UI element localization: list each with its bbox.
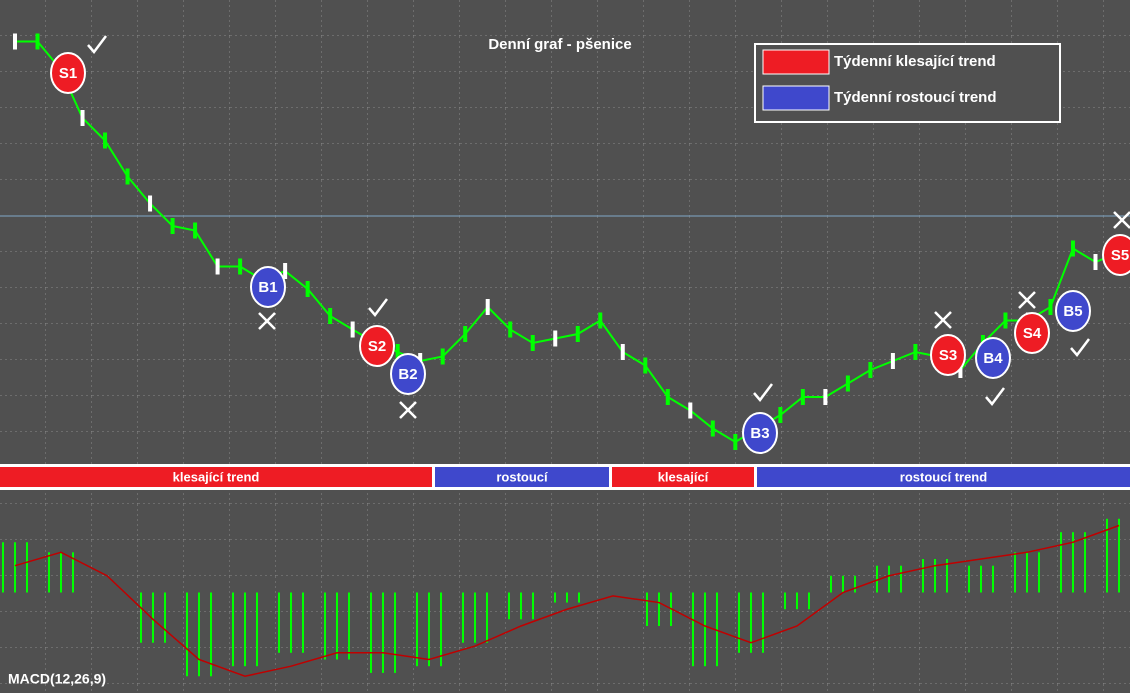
candle [13, 33, 17, 50]
trend-segment [612, 467, 754, 487]
grid [0, 490, 1130, 693]
candle [778, 407, 783, 423]
candle [688, 402, 693, 419]
signal-marker [975, 337, 1011, 379]
signal-marker [390, 353, 426, 395]
cross-icon [934, 311, 952, 329]
signal-marker [1055, 290, 1091, 332]
signal-label: B4 [983, 350, 1003, 367]
macd-title: MACD(12,26,9) [8, 671, 106, 687]
signal-marker [742, 412, 778, 454]
check-icon [753, 383, 773, 402]
trend-segment [435, 467, 609, 487]
signal-label: S1 [59, 65, 77, 82]
macd-signal [14, 524, 1120, 678]
candle [800, 389, 805, 405]
chart-title: Denní graf - pšenice [488, 36, 631, 53]
candle [125, 168, 130, 185]
signal-label: S2 [368, 338, 386, 355]
candle [463, 326, 468, 342]
candle [620, 344, 625, 360]
signal-label: S4 [1023, 325, 1042, 342]
candle [485, 299, 490, 315]
signal-marker [250, 266, 286, 308]
candle [913, 344, 918, 360]
candle [1093, 254, 1098, 270]
candle [890, 353, 895, 369]
candle [238, 258, 243, 275]
signal-marker [50, 52, 86, 94]
candle [823, 389, 828, 405]
candle [305, 281, 310, 297]
candle [440, 348, 445, 365]
candle [868, 362, 873, 378]
candle [193, 222, 198, 239]
candle [643, 357, 648, 374]
candle [530, 335, 535, 351]
candle [35, 33, 40, 50]
cross-icon [258, 312, 276, 330]
signal-label: B1 [258, 279, 277, 296]
candle [575, 326, 580, 342]
signal-label: S5 [1111, 247, 1129, 264]
candle [328, 308, 333, 324]
signal-label: B2 [398, 366, 417, 383]
candle [215, 258, 220, 275]
candle [80, 110, 85, 126]
signal-marker [930, 334, 966, 376]
signal-label: B5 [1063, 303, 1082, 320]
candle [1048, 299, 1053, 315]
candle [665, 389, 670, 405]
candle [1070, 240, 1075, 257]
candle [508, 321, 513, 338]
trend-label: rostoucí trend [900, 469, 987, 484]
trend-label: klesající trend [173, 469, 260, 484]
check-icon [985, 387, 1005, 406]
trend-label: rostoucí [496, 469, 548, 484]
trend-segment [0, 467, 432, 487]
trend-label: klesající [658, 469, 709, 484]
signal-label: S3 [939, 347, 957, 364]
check-icon [368, 298, 388, 317]
candle [598, 312, 603, 329]
cross-icon [399, 401, 417, 419]
cross-icon [1113, 211, 1130, 229]
candle [395, 344, 400, 360]
candle [710, 420, 715, 437]
candle [733, 434, 738, 450]
candle [170, 218, 175, 234]
check-icon [87, 35, 107, 54]
legend-swatch [762, 49, 830, 75]
candle [845, 375, 850, 392]
candle [103, 132, 108, 149]
signal-marker [1102, 234, 1130, 276]
candle [1003, 312, 1008, 329]
legend-swatch [762, 85, 830, 111]
check-icon [1070, 338, 1090, 357]
trend-segment [757, 467, 1130, 487]
cross-icon [1018, 291, 1036, 309]
signal-marker [1014, 312, 1050, 354]
candle [553, 330, 558, 347]
legend-label: Týdenní klesající trend [834, 53, 996, 70]
signal-label: B3 [750, 425, 769, 442]
signal-marker [359, 325, 395, 367]
candle [148, 195, 153, 212]
legend-label: Týdenní rostoucí trend [834, 89, 997, 106]
candle [283, 263, 288, 279]
candle [350, 321, 355, 338]
